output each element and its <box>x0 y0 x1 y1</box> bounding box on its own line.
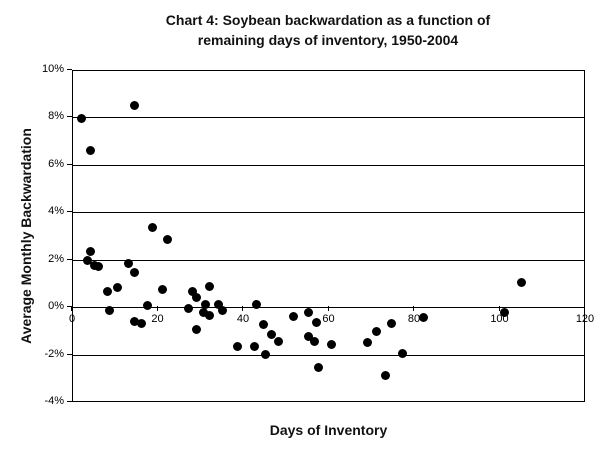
data-point <box>312 317 322 327</box>
data-point <box>83 256 93 266</box>
data-point <box>124 258 134 268</box>
data-point <box>233 341 243 351</box>
y-tick-mark <box>67 163 72 165</box>
x-tick-mark <box>242 306 243 312</box>
y-tick-mark <box>67 116 72 118</box>
data-point <box>372 327 382 337</box>
data-point <box>158 284 168 294</box>
data-point <box>205 310 215 320</box>
data-point <box>94 262 104 272</box>
x-tick-mark <box>498 306 500 312</box>
gridline-6% <box>73 164 584 166</box>
data-point <box>104 306 114 315</box>
data-point <box>162 234 172 244</box>
x-tick-label-40: 40 <box>236 313 250 326</box>
data-point <box>273 336 283 346</box>
data-point <box>136 319 146 329</box>
data-point <box>130 268 140 278</box>
y-tick-label-2%: 2% <box>48 252 64 265</box>
x-tick-mark <box>156 306 158 312</box>
x-tick-label-120: 120 <box>575 313 595 326</box>
data-point <box>258 320 268 330</box>
data-point <box>113 283 123 293</box>
x-tick-mark <box>413 306 414 312</box>
data-point <box>147 223 157 232</box>
data-point <box>183 303 193 313</box>
data-point <box>192 324 202 334</box>
y-tick-mark <box>67 69 72 70</box>
x-axis-title: Days of Inventory <box>269 422 388 438</box>
y-tick-label-4%: 4% <box>48 205 64 218</box>
x-tick-label-60: 60 <box>322 313 335 326</box>
data-point <box>303 308 313 318</box>
data-point <box>85 246 95 256</box>
data-point <box>192 292 202 302</box>
x-tick-label-80: 80 <box>407 313 421 326</box>
data-point <box>419 313 429 323</box>
data-point <box>500 308 510 318</box>
data-point <box>380 371 390 381</box>
data-point <box>327 340 337 350</box>
gridline-4% <box>73 212 584 214</box>
y-tick-label-8%: 8% <box>48 110 64 123</box>
x-tick-label-20: 20 <box>151 313 164 326</box>
y-axis-title: Average Monthly Backwardation <box>18 128 34 344</box>
gridline-0% <box>73 307 584 309</box>
y-tick-mark <box>67 401 72 402</box>
y-tick-label--4%: -4% <box>44 395 64 407</box>
data-point <box>267 329 277 339</box>
data-point <box>252 300 262 310</box>
x-tick-mark <box>584 306 585 312</box>
data-point <box>363 338 373 348</box>
data-point <box>143 301 153 311</box>
gridline--2% <box>73 354 584 356</box>
chart-title: Chart 4: Soybean backwardation as a func… <box>48 10 608 51</box>
data-point <box>517 277 527 287</box>
data-point <box>303 332 313 342</box>
data-point <box>188 287 198 297</box>
data-point <box>77 113 87 123</box>
gridline-2% <box>73 259 584 261</box>
y-tick-label-6%: 6% <box>48 157 64 170</box>
y-tick-label-10%: 10% <box>41 63 64 75</box>
plot-area <box>72 70 585 402</box>
y-tick-mark <box>67 306 72 308</box>
data-point <box>260 349 270 359</box>
chart-title-line-2: remaining days of inventory, 1950-2004 <box>197 32 459 49</box>
data-point <box>386 319 396 329</box>
data-point <box>250 341 260 351</box>
data-point <box>314 362 324 372</box>
data-point <box>397 348 407 358</box>
x-tick-label-0: 0 <box>68 313 76 326</box>
data-point <box>102 287 112 297</box>
data-point <box>130 316 140 326</box>
data-point <box>201 300 211 310</box>
data-point <box>310 336 320 346</box>
y-tick-mark <box>67 353 72 355</box>
data-point <box>288 311 298 321</box>
y-tick-mark <box>67 211 72 213</box>
y-tick-mark <box>67 258 72 260</box>
data-point <box>205 282 215 292</box>
x-tick-mark <box>71 306 72 312</box>
chart-title-line-1: Chart 4: Soybean backwardation as a func… <box>165 12 491 28</box>
data-point <box>198 308 208 318</box>
data-point <box>85 145 95 155</box>
data-point <box>130 100 140 110</box>
y-tick-label--2%: -2% <box>44 347 64 360</box>
y-tick-label-0%: 0% <box>48 300 64 313</box>
x-tick-mark <box>327 306 329 312</box>
data-point <box>218 306 228 315</box>
gridline-8% <box>73 117 584 119</box>
data-point <box>213 300 223 310</box>
x-tick-label-100: 100 <box>490 313 509 326</box>
